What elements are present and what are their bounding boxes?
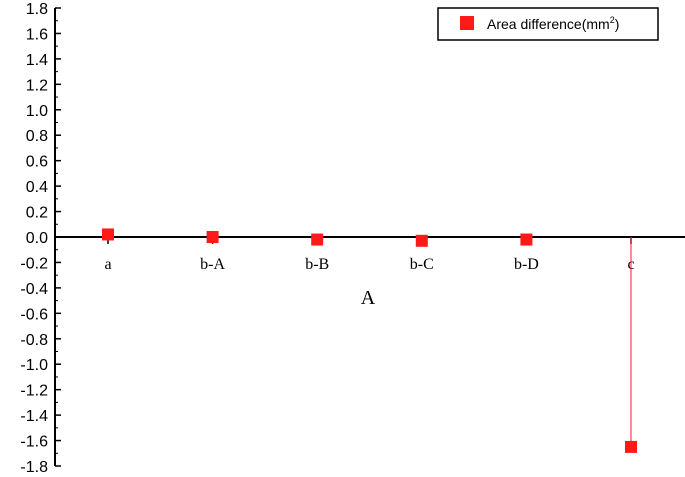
y-tick-label: -0.8 bbox=[20, 332, 48, 349]
y-tick-label: 0.6 bbox=[26, 154, 48, 171]
y-tick-label: 0.8 bbox=[26, 128, 48, 145]
legend-marker bbox=[460, 16, 474, 30]
data-point bbox=[625, 440, 637, 453]
y-tick-label: -0.6 bbox=[20, 306, 48, 323]
x-axis-title: A bbox=[361, 287, 376, 309]
x-tick-label: b-B bbox=[305, 256, 329, 273]
y-tick-label: 1.4 bbox=[26, 52, 48, 69]
data-points bbox=[102, 228, 637, 453]
x-tick-label: b-C bbox=[410, 256, 434, 273]
y-tick-label: -1.8 bbox=[20, 459, 48, 476]
y-tick-label: 0.0 bbox=[26, 230, 48, 247]
y-tick-label: -0.4 bbox=[20, 281, 48, 298]
y-tick-label: 1.6 bbox=[26, 26, 48, 43]
x-axis: ab-Ab-Bb-Cb-Dc bbox=[55, 236, 685, 273]
data-point bbox=[520, 233, 533, 246]
legend-box bbox=[437, 7, 659, 41]
y-tick-label: -1.0 bbox=[20, 357, 48, 374]
y-tick-label: -1.6 bbox=[20, 434, 48, 451]
y-tick-label: 1.2 bbox=[26, 77, 48, 94]
data-point bbox=[102, 228, 114, 241]
y-tick-label: 1.8 bbox=[26, 1, 48, 18]
y-axis: 1.8 1.6 1.4 1.2 1.0 0.8 0.6 0.4 0.2 0.0 -0.2 -0.4 -0… bbox=[20, 1, 61, 476]
y-tick-label: -1.2 bbox=[20, 383, 48, 400]
data-point bbox=[206, 231, 219, 243]
data-point bbox=[311, 233, 324, 246]
legend-label: Area difference(mm2) bbox=[487, 15, 619, 32]
y-tick-label: -1.4 bbox=[20, 408, 48, 425]
y-tick-label: -0.2 bbox=[20, 255, 48, 272]
x-tick-label: a bbox=[104, 256, 111, 273]
y-tick-label: 1.0 bbox=[26, 103, 48, 120]
y-tick-label: 0.2 bbox=[26, 205, 48, 222]
x-tick-label: b-A bbox=[200, 256, 225, 273]
y-tick-label: 0.4 bbox=[26, 179, 48, 196]
data-point bbox=[415, 234, 428, 247]
legend: Area difference(mm2) bbox=[437, 7, 659, 41]
x-tick-label: b-D bbox=[514, 256, 539, 273]
